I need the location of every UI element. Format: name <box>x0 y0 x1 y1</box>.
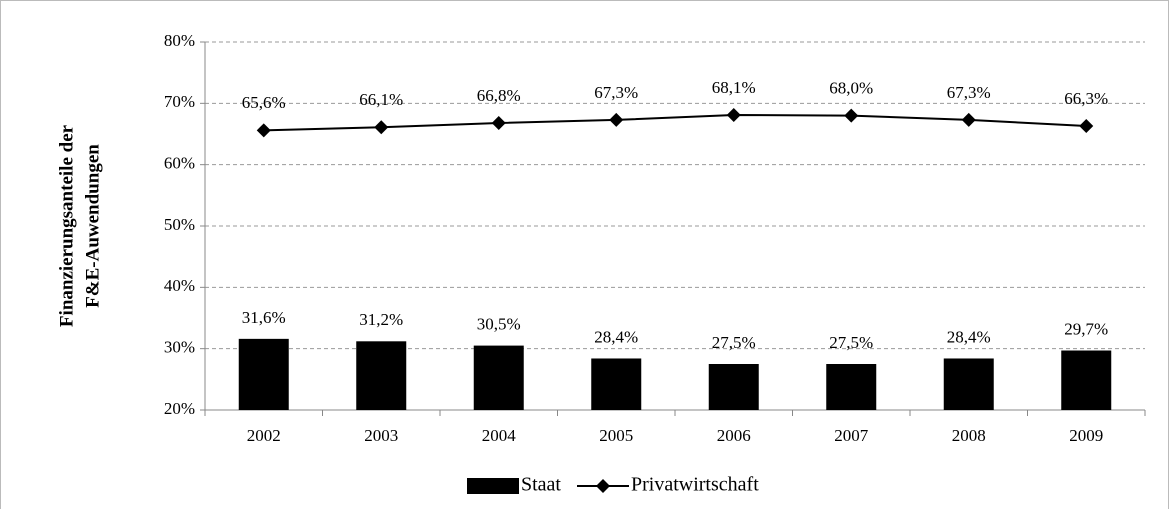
line-marker <box>609 112 624 127</box>
data-label: 66,8% <box>477 86 521 105</box>
x-tick-label: 2006 <box>717 426 751 445</box>
data-label: 66,1% <box>359 90 403 109</box>
data-label: 27,5% <box>829 333 873 352</box>
x-tick-label: 2007 <box>834 426 869 445</box>
legend-swatch <box>467 478 519 494</box>
y-tick-label: 50% <box>164 215 195 234</box>
legend-label: Staat <box>521 474 561 496</box>
data-label: 29,7% <box>1064 319 1108 338</box>
x-tick-label: 2005 <box>599 426 633 445</box>
bar <box>473 345 524 410</box>
y-tick-label: 60% <box>164 154 195 173</box>
bar <box>238 338 289 410</box>
line-marker <box>961 112 976 127</box>
data-label: 27,5% <box>712 333 756 352</box>
data-label: 28,4% <box>594 327 638 346</box>
y-tick-label: 30% <box>164 338 195 357</box>
bar <box>708 364 759 410</box>
y-tick-label: 20% <box>164 399 195 418</box>
data-label: 31,2% <box>359 310 403 329</box>
line-marker <box>726 107 741 122</box>
y-axis-label: F&E-Auwendungen <box>82 144 103 308</box>
y-axis-label: Finanzierungsanteile der <box>56 124 77 327</box>
y-tick-label: 40% <box>164 276 195 295</box>
data-label: 30,5% <box>477 315 521 334</box>
bar <box>356 341 407 410</box>
data-label: 31,6% <box>242 308 286 327</box>
data-label: 66,3% <box>1064 89 1108 108</box>
line-marker <box>1079 119 1094 134</box>
data-label: 67,3% <box>594 83 638 102</box>
line-marker <box>374 120 389 135</box>
x-tick-label: 2004 <box>482 426 517 445</box>
legend-swatch <box>596 479 610 493</box>
data-label: 68,1% <box>712 78 756 97</box>
bar <box>591 358 642 410</box>
y-tick-label: 70% <box>164 92 195 111</box>
bar <box>1061 350 1112 410</box>
data-label: 67,3% <box>947 83 991 102</box>
x-tick-label: 2008 <box>952 426 986 445</box>
legend-label: Privatwirtschaft <box>631 474 759 496</box>
y-tick-label: 80% <box>164 31 195 50</box>
x-tick-label: 2002 <box>247 426 281 445</box>
x-tick-label: 2009 <box>1069 426 1103 445</box>
line <box>263 113 1087 132</box>
line-marker <box>844 108 859 123</box>
bar <box>943 358 994 410</box>
bar <box>826 364 877 410</box>
data-label: 28,4% <box>947 327 991 346</box>
x-tick-label: 2003 <box>364 426 398 445</box>
line-marker <box>256 123 271 138</box>
data-label: 65,6% <box>242 93 286 112</box>
data-label: 68,0% <box>829 79 873 98</box>
line-marker <box>491 115 506 130</box>
